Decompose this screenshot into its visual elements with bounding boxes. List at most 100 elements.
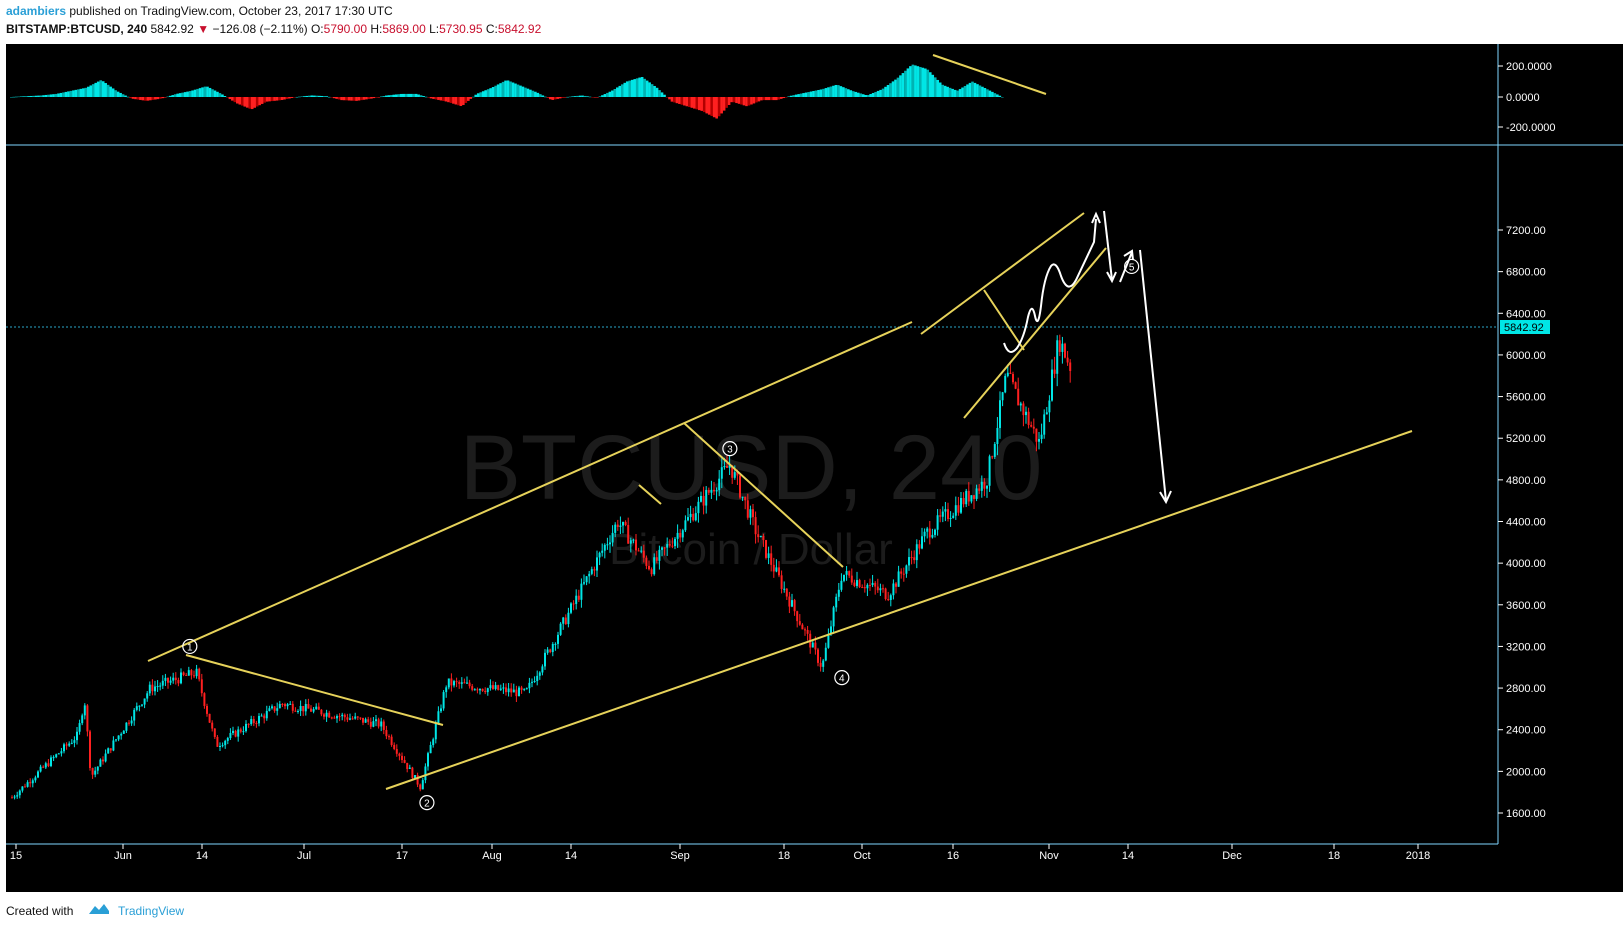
author-link[interactable]: adambiers [6,4,67,18]
short-pullback-line[interactable] [983,289,1025,351]
indicator-bar [824,88,828,97]
indicator-bar [134,97,137,100]
candle-body [837,589,840,597]
candle-body [203,693,206,706]
candle-body [167,677,169,683]
indicator-bar [424,96,428,98]
candle-body [63,744,65,752]
candle-body [671,545,674,547]
candle-body [767,553,770,558]
chart-area[interactable]: BTCUSD, 240 Bitcoin / Dollar [6,44,1623,892]
upper-channel-line[interactable] [147,321,913,662]
small-flag-line[interactable] [638,484,662,505]
tradingview-logo-icon [89,904,109,914]
candle-body [801,624,804,630]
candle-body [479,688,481,691]
candle-body [369,721,372,727]
indicator-bar [447,97,450,103]
wedge-lower-line[interactable] [963,247,1107,419]
indicator-bar [86,86,90,97]
indicator-bar [742,97,746,106]
candle-body [99,759,102,767]
indicator-bar [936,79,940,97]
indicator-bar [956,90,959,97]
indicator-bar [345,97,348,101]
candle-body [538,672,541,676]
indicator-bar [735,97,738,104]
indicator-bar [670,97,674,102]
indicator-bar [27,96,30,97]
wave-label-circle [1124,258,1140,275]
wave1-2-downtrend[interactable] [185,654,444,726]
wedge-upper-line[interactable] [920,212,1085,335]
candle-body [151,684,154,692]
candle-body [580,583,583,600]
candle-body [541,666,544,673]
candle-body [1009,372,1012,374]
tradingview-link[interactable]: TradingView [118,904,185,918]
indicator-bar [996,94,999,97]
candle-body [1053,369,1056,374]
lower-channel-line[interactable] [385,430,1413,790]
chart-svg[interactable]: BTCUSD, 240 Bitcoin / Dollar [6,44,1623,892]
candle-body [83,705,86,716]
indicator-bar [583,95,587,97]
candle-body [915,544,918,561]
candle-body [830,626,832,635]
candle-body [401,755,403,761]
candle-body [338,716,341,718]
price-tick-label: 5200.00 [1506,433,1546,445]
candle-body [341,714,344,717]
candle-body [42,766,45,768]
candle-body [983,481,986,489]
indicator-bar [784,97,788,98]
indicator-bar [119,92,122,97]
candle-body [1066,357,1069,363]
candle-body [169,680,172,683]
candle-body [577,595,580,600]
indicator-divergence-line[interactable] [932,54,1047,95]
projected-rise-2[interactable] [1119,251,1133,283]
indicator-bar [558,97,562,99]
indicator-bar [263,97,266,103]
indicator-bar [504,80,507,97]
candle-body [674,538,676,547]
indicator-bar [849,90,853,97]
projected-drop-1[interactable] [1103,210,1113,281]
candle-body [944,509,947,512]
indicator-bar [779,97,783,99]
wave3-4-downtrend[interactable] [683,422,844,568]
candle-body [445,687,448,693]
arrowhead-down-2 [1159,490,1172,505]
indicator-bar [924,68,927,97]
candle-body [349,718,351,720]
candle-body [653,557,656,575]
indicator-bar [303,96,306,97]
candle-body [78,723,81,732]
indicator-bar [655,87,659,97]
indicator-bar [675,97,679,104]
indicator-axis[interactable]: 200.0000 0.0000 -200.0000 [1498,61,1556,134]
wave-label-circle [722,441,738,457]
indicator-bar [201,87,204,97]
last-price-tag-bg [1500,320,1550,334]
candle-body [154,686,156,692]
candle-body [1014,382,1017,389]
price-axis[interactable]: 1600.00 2000.00 2400.00 2800.00 3200.00 3600.… [1498,225,1546,820]
time-tick-label: 16 [947,850,959,862]
candle-body [213,728,216,737]
indicator-bar [725,97,728,108]
candle-body [403,760,406,763]
projected-drop-2[interactable] [1139,249,1167,502]
price-tick-label: 2800.00 [1506,683,1546,695]
indicator-bar [953,89,957,97]
indicator-bar [581,95,584,97]
indicator-bar [111,88,115,97]
indicator-bar [72,90,75,97]
indicator-bar [643,78,646,97]
candle-body [263,715,266,719]
candle-body [900,571,903,574]
candle-body [291,703,294,711]
time-axis[interactable]: 15 Jun 14 Jul 17 Aug 14 Sep 18 Oct 16 Nov 14 Dec 18 201… [10,844,1430,862]
projected-wave-path[interactable] [1003,218,1097,353]
